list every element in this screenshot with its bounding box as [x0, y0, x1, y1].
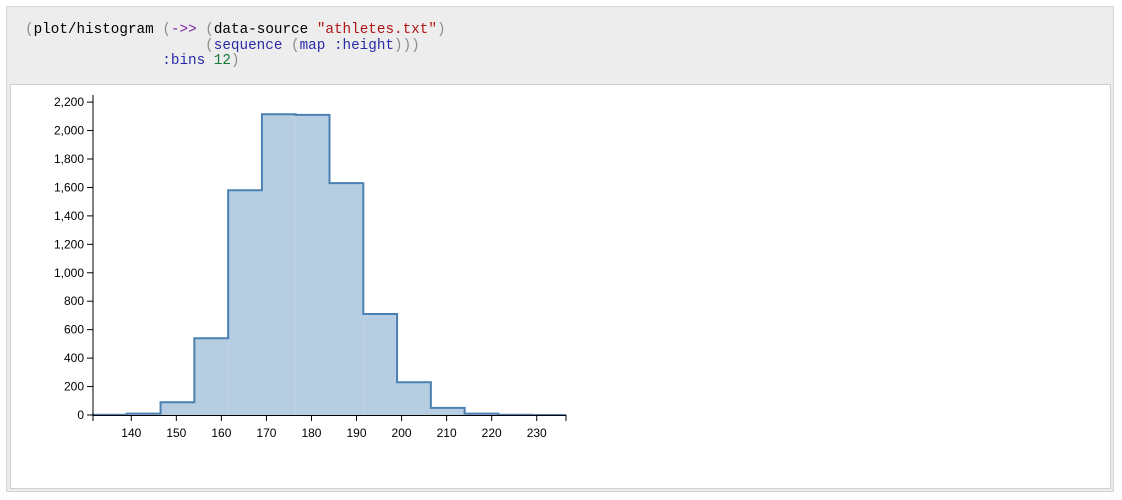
y-tick-label: 600 [64, 323, 84, 337]
y-tick-label: 1,600 [54, 180, 84, 194]
histogram-bar [397, 382, 431, 415]
code-editor[interactable]: (plot/histogram (->> (data-source "athle… [25, 22, 446, 70]
code-token: :height [333, 37, 394, 54]
code-token: data-source [213, 22, 309, 38]
y-tick-label: 2,200 [54, 95, 84, 109]
code-token: ))) [394, 37, 420, 54]
x-tick-label: 230 [527, 426, 547, 440]
x-tick-label: 160 [211, 426, 231, 440]
code-token: plot/histogram [33, 22, 154, 38]
code-token: :bins [162, 53, 206, 69]
y-tick-label: 1,000 [54, 266, 84, 280]
histogram-bar [329, 183, 364, 415]
histogram-bar [228, 190, 262, 415]
histogram-chart: 0 200 400 600 800 1,000 1,200 1,400 1,600 1,800 2,… [54, 95, 567, 440]
code-token: ( [162, 22, 171, 38]
x-tick-label: 140 [121, 426, 141, 440]
x-tick-label: 170 [256, 426, 276, 440]
x-tick-label: 190 [347, 426, 367, 440]
code-token: "athletes.txt" [316, 22, 437, 38]
code-token: ->> [170, 22, 197, 38]
histogram-bar [363, 314, 398, 415]
y-tick-label: 200 [64, 380, 84, 394]
y-tick-label: 800 [64, 294, 84, 308]
x-tick-label: 200 [392, 426, 412, 440]
code-token: ) [230, 53, 240, 69]
code-token: ( [205, 37, 214, 54]
y-tick-label: 2,000 [54, 124, 84, 138]
code-token: ( [205, 22, 214, 38]
histogram-bar [160, 402, 195, 415]
code-token: 12 [213, 53, 231, 69]
x-tick-label: 180 [301, 426, 321, 440]
code-token: ) [436, 22, 446, 38]
y-tick-label: 1,400 [54, 209, 84, 223]
code-token: sequence [213, 37, 283, 54]
histogram-bar [261, 114, 296, 415]
code-cell: (plot/histogram (->> (data-source "athle… [6, 6, 1114, 492]
code-token: ( [25, 22, 34, 38]
code-token: ( [291, 37, 300, 54]
x-tick-label: 220 [482, 426, 502, 440]
histogram-bar [295, 114, 330, 416]
output-panel: 0 200 400 600 800 1,000 1,200 1,400 1,600 1,800 2,… [10, 84, 1111, 489]
y-tick-label: 1,800 [54, 152, 84, 166]
y-tick-label: 400 [64, 351, 84, 365]
histogram-outline [92, 113, 566, 416]
x-tick-label: 210 [437, 426, 457, 440]
histogram-bar [194, 338, 229, 415]
histogram-bar [430, 407, 465, 415]
x-tick-label: 150 [166, 426, 186, 440]
y-tick-label: 0 [77, 408, 84, 422]
y-tick-label: 1,200 [54, 237, 84, 251]
code-token: map [299, 37, 326, 54]
